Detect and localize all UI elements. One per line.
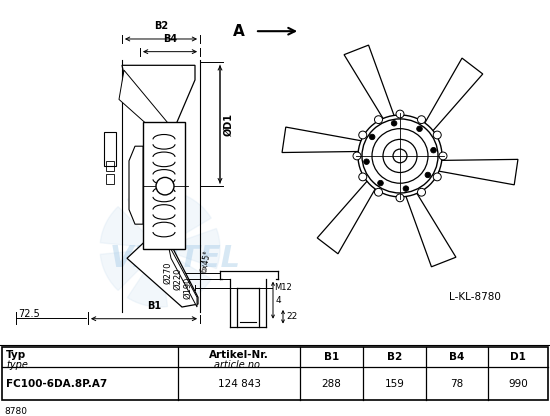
Text: 8780: 8780 [4, 407, 27, 416]
Text: 22: 22 [286, 312, 297, 321]
Text: Ø190: Ø190 [183, 276, 192, 299]
Circle shape [383, 139, 417, 173]
Text: ØD1: ØD1 [224, 113, 234, 136]
Text: D1: D1 [510, 352, 526, 362]
Polygon shape [128, 248, 168, 307]
Circle shape [396, 110, 404, 118]
Polygon shape [282, 127, 365, 153]
Text: B4: B4 [449, 352, 465, 362]
Text: B1: B1 [324, 352, 339, 362]
Circle shape [353, 152, 361, 160]
Polygon shape [344, 45, 395, 122]
Polygon shape [435, 159, 518, 185]
Bar [143, 122, 185, 248]
Text: 159: 159 [384, 379, 404, 389]
Circle shape [362, 119, 438, 193]
Text: L-KL-8780: L-KL-8780 [449, 292, 501, 302]
Circle shape [433, 173, 441, 181]
Text: B1: B1 [147, 301, 161, 311]
Text: 78: 78 [450, 379, 464, 389]
Text: Ø270: Ø270 [163, 262, 172, 284]
Polygon shape [160, 193, 211, 248]
Circle shape [359, 131, 367, 139]
Polygon shape [160, 248, 211, 304]
Polygon shape [122, 65, 195, 141]
Text: M12: M12 [274, 283, 292, 292]
Polygon shape [128, 190, 168, 248]
Text: 6x45°: 6x45° [200, 249, 213, 273]
Circle shape [364, 159, 369, 164]
Circle shape [417, 126, 422, 131]
Bar [2, 347, 548, 400]
Circle shape [359, 173, 367, 181]
Text: article no.: article no. [214, 360, 263, 370]
Polygon shape [160, 228, 220, 269]
Text: 4: 4 [276, 296, 282, 305]
Circle shape [156, 177, 174, 195]
Circle shape [403, 186, 409, 191]
Circle shape [417, 188, 426, 196]
Text: Typ: Typ [6, 350, 26, 360]
Text: 72.5: 72.5 [18, 309, 40, 319]
Polygon shape [127, 234, 198, 307]
Circle shape [417, 116, 426, 124]
Text: A: A [233, 24, 245, 39]
Polygon shape [100, 207, 160, 248]
Text: B4: B4 [163, 34, 177, 44]
Polygon shape [100, 248, 160, 290]
Text: Artikel-Nr.: Artikel-Nr. [209, 350, 269, 360]
Circle shape [375, 116, 382, 124]
Circle shape [439, 152, 447, 160]
Circle shape [431, 147, 436, 153]
Text: 288: 288 [322, 379, 342, 389]
Text: type: type [6, 360, 28, 370]
Text: 990: 990 [508, 379, 528, 389]
Text: 124 843: 124 843 [217, 379, 261, 389]
Polygon shape [317, 178, 377, 254]
Circle shape [375, 188, 382, 196]
Polygon shape [405, 190, 456, 267]
Text: B2: B2 [387, 352, 402, 362]
Polygon shape [119, 70, 171, 141]
Circle shape [370, 134, 375, 140]
Circle shape [433, 131, 441, 139]
Polygon shape [129, 146, 143, 224]
Circle shape [358, 115, 442, 197]
Circle shape [378, 181, 383, 186]
Circle shape [425, 172, 431, 178]
Text: VENTEL: VENTEL [109, 244, 240, 273]
Circle shape [372, 129, 428, 183]
Bar [104, 131, 116, 166]
Circle shape [391, 121, 397, 126]
Text: Ø220: Ø220 [173, 267, 182, 290]
Text: B2: B2 [154, 21, 168, 31]
Bar [106, 161, 114, 171]
Polygon shape [423, 58, 483, 134]
Bar [106, 174, 114, 184]
Polygon shape [168, 244, 197, 307]
Circle shape [396, 194, 404, 202]
Text: FC100-6DA.8P.A7: FC100-6DA.8P.A7 [6, 379, 107, 389]
